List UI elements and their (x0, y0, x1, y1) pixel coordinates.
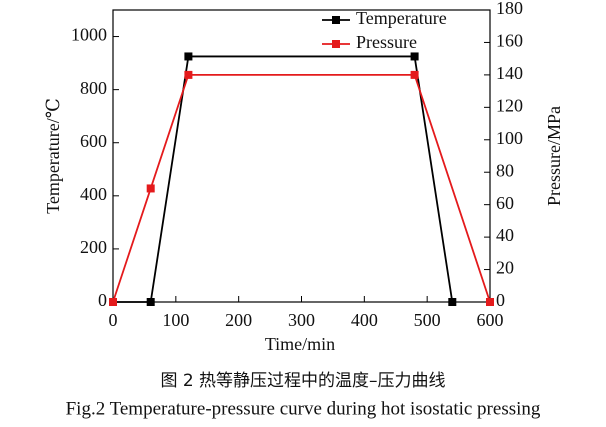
caption-cn: 图 2 热等静压过程中的温度–压力曲线 (160, 371, 445, 391)
y2-tick-label: 0 (496, 290, 505, 310)
legend-label: Temperature (356, 8, 447, 28)
x-tick-label: 0 (109, 310, 118, 330)
y2-tick-label: 180 (496, 0, 523, 18)
y2-tick-label: 60 (496, 193, 514, 213)
y-tick-label: 0 (98, 290, 107, 310)
y2-tick-label: 100 (496, 128, 523, 148)
data-point (146, 298, 155, 306)
y-tick-label: 200 (80, 237, 107, 257)
y2-tick-label: 140 (496, 63, 523, 83)
x-tick-label: 200 (225, 310, 252, 330)
x-tick-label: 600 (477, 310, 504, 330)
data-point (448, 298, 457, 306)
y-tick-label: 600 (80, 131, 107, 151)
y2-tick-label: 20 (496, 258, 514, 278)
x-tick-label: 300 (288, 310, 315, 330)
data-point (109, 298, 117, 306)
data-point (410, 70, 419, 79)
legend-marker (332, 40, 340, 48)
x-tick-label: 400 (351, 310, 378, 330)
data-point (184, 52, 193, 61)
x-axis-label: Time/min (265, 334, 335, 354)
legend-marker (332, 16, 340, 24)
plot-frame (112, 9, 491, 303)
data-point (486, 298, 494, 306)
series-line (113, 55, 454, 303)
data-point (146, 184, 155, 193)
y-tick-label: 1000 (71, 25, 107, 45)
caption-en: Fig.2 Temperature-pressure curve during … (66, 398, 541, 419)
series-line (112, 73, 491, 303)
y-tick-label: 800 (80, 78, 107, 98)
data-point (410, 52, 419, 61)
y2-tick-label: 120 (496, 95, 523, 115)
y2-tick-label: 40 (496, 225, 514, 245)
y2-tick-label: 80 (496, 160, 514, 180)
y2-axis-label: Pressure/MPa (544, 106, 564, 206)
x-tick-label: 500 (414, 310, 441, 330)
y2-tick-label: 160 (496, 31, 523, 51)
legend-label: Pressure (356, 32, 417, 52)
y-tick-label: 400 (80, 184, 107, 204)
data-point (184, 70, 193, 79)
y-axis-label: Temperature/℃ (43, 98, 63, 214)
x-tick-label: 100 (162, 310, 189, 330)
